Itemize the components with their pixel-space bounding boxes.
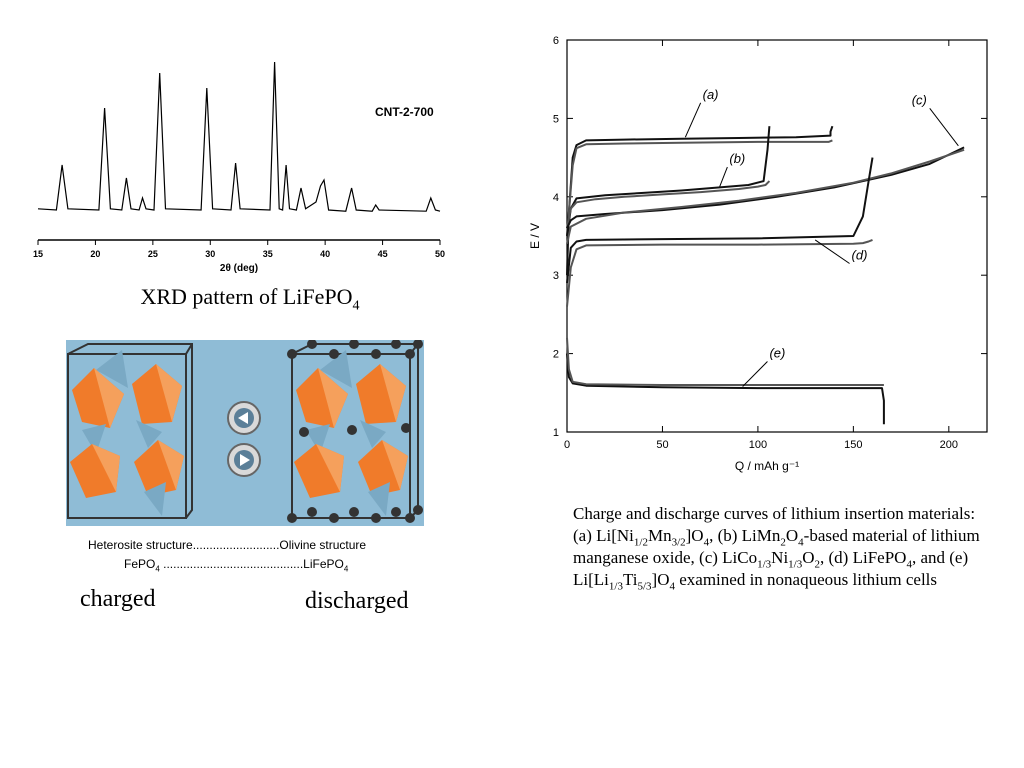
ec-series-label: (a) <box>703 87 719 102</box>
ec-y-tick-label: 2 <box>553 349 559 361</box>
ec-y-tick-label: 6 <box>553 35 559 47</box>
tetrahedron <box>360 420 386 448</box>
ec-label-leader <box>684 102 702 138</box>
xrd-x-tick-label: 20 <box>90 249 100 259</box>
xrd-caption-text: XRD pattern of LiFePO <box>140 284 353 309</box>
ec-label-leader <box>742 361 768 387</box>
ec-curve-a <box>566 139 833 237</box>
previous-arrow-icon[interactable] <box>227 401 261 435</box>
ec-y-tick-label: 3 <box>553 270 559 282</box>
ec-curve-e <box>566 337 884 386</box>
ec-series-label: (b) <box>729 151 745 166</box>
fepo4-sub: 4 <box>155 564 160 574</box>
charged-label: charged <box>80 586 156 612</box>
olivine-structure-label: Olivine structure <box>279 538 367 552</box>
tetrahedron <box>96 350 128 388</box>
ec-label-leader <box>719 166 728 187</box>
ec-x-axis-label: Q / mAh g⁻¹ <box>735 459 799 473</box>
ec-x-tick-label: 50 <box>656 439 668 451</box>
heterosite-structure-label: Heterosite structure <box>88 538 193 552</box>
xrd-plot-area: 15 20 25 30 35 40 45 50 2θ (deg) <box>33 61 445 274</box>
ec-label-leader <box>929 107 959 147</box>
structure-caption-line-2: FePO4 ..................................… <box>124 557 349 574</box>
ec-y-axis-label: E / V <box>528 223 542 249</box>
next-arrow-icon[interactable] <box>227 443 261 477</box>
structure-caption-line-1: Heterosite structure....................… <box>88 538 367 552</box>
ec-curve-a <box>566 125 834 276</box>
figure-caption: Charge and discharge curves of lithium i… <box>573 504 980 593</box>
tetrahedron <box>320 350 352 388</box>
tetrahedron <box>144 482 166 516</box>
fepo4-label: FePO <box>124 557 156 571</box>
heterosite-cell <box>67 343 193 519</box>
olivine-cell <box>287 340 423 523</box>
discharged-label: discharged <box>305 588 409 614</box>
xrd-x-tick-label: 30 <box>205 249 215 259</box>
xrd-x-tick-label: 40 <box>320 249 330 259</box>
ec-x-tick-label: 100 <box>749 439 767 451</box>
ec-curve-c <box>566 146 965 229</box>
ec-x-tick-label: 0 <box>564 439 570 451</box>
xrd-pattern-line <box>37 61 441 212</box>
tetrahedron <box>368 482 390 516</box>
xrd-x-tick-label: 35 <box>263 249 273 259</box>
ec-series-label: (c) <box>912 92 927 107</box>
xrd-x-tick-label: 15 <box>33 249 43 259</box>
lifepo4-label: LiFePO <box>303 557 344 571</box>
xrd-x-tick-label: 25 <box>148 249 158 259</box>
ec-series-label: (d) <box>852 248 868 263</box>
ec-y-tick-label: 5 <box>553 113 559 125</box>
lifepo4-sub: 4 <box>343 564 349 574</box>
tetrahedron <box>136 420 162 448</box>
ec-plot-area: 0 50 100 150 200 1 2 3 4 5 6 Q / mAh g⁻¹ E / V (a) (b)… <box>528 35 988 473</box>
ec-curve-c <box>566 148 965 245</box>
ec-curve-e <box>566 353 885 425</box>
lithium-atoms <box>287 340 423 523</box>
charge-discharge-chart: 0 50 100 150 200 1 2 3 4 5 6 Q / mAh g⁻¹ E / V (a) (b)… <box>528 35 988 473</box>
tetrahedron <box>306 424 330 454</box>
xrd-x-tick-label: 45 <box>378 249 388 259</box>
ec-curve-b <box>566 180 771 229</box>
ec-y-tick-label: 1 <box>553 427 559 439</box>
xrd-caption-sub: 4 <box>352 298 360 314</box>
crystal-structure-illustration <box>66 340 424 526</box>
xrd-sample-label: CNT-2-700 <box>375 105 434 119</box>
ec-x-tick-label: 200 <box>940 439 958 451</box>
tetrahedron <box>82 424 106 454</box>
ec-label-leader <box>814 239 850 264</box>
xrd-caption: XRD pattern of LiFePO4 <box>100 284 400 314</box>
ec-x-tick-label: 150 <box>844 439 862 451</box>
ec-y-tick-label: 4 <box>553 192 559 204</box>
xrd-x-tick-label: 50 <box>435 249 445 259</box>
xrd-x-axis-label: 2θ (deg) <box>220 263 258 274</box>
ec-curve-d <box>566 157 874 284</box>
xrd-chart: 15 20 25 30 35 40 45 50 2θ (deg) CNT-2-700 <box>33 61 445 274</box>
ec-curve-d <box>566 238 873 307</box>
ec-series-label: (e) <box>769 346 785 361</box>
ec-curve-b <box>566 126 771 237</box>
